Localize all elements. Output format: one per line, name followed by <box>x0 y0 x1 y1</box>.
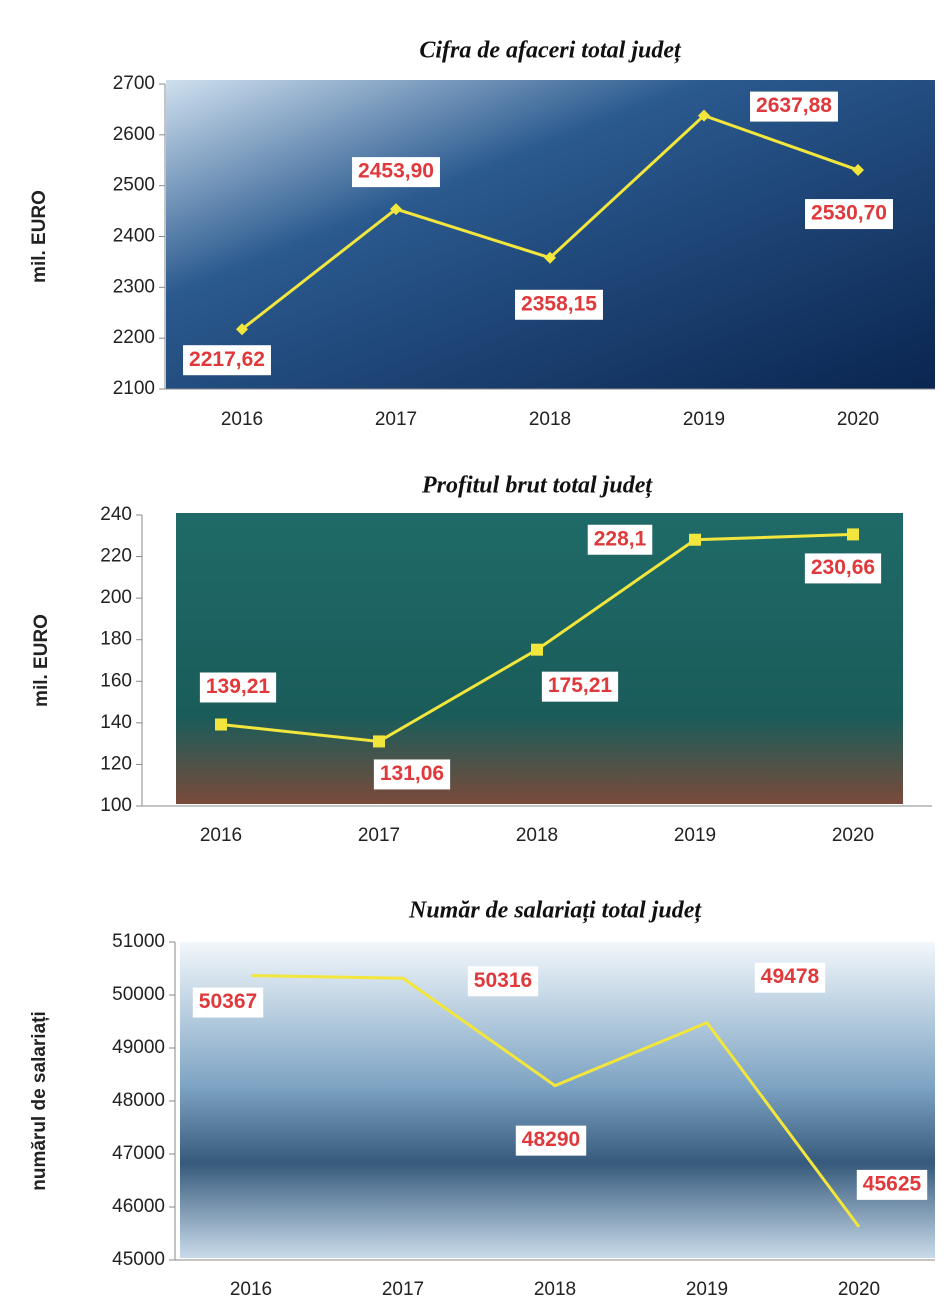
value-label-box <box>754 962 826 993</box>
y-tick-label: 51000 <box>112 931 165 952</box>
chart-title: Profitul brut total județ <box>421 473 653 499</box>
value-label: 228,1 <box>594 527 647 550</box>
y-tick-label: 120 <box>100 753 132 774</box>
y-tick-label: 220 <box>100 546 132 567</box>
value-label-box <box>804 553 882 584</box>
marker <box>544 251 556 264</box>
value-label-box <box>467 966 539 997</box>
x-tick-label: 2019 <box>674 825 716 846</box>
chart-title: Cifra de afaceri total județ <box>419 38 682 64</box>
y-tick-label: 2200 <box>113 327 155 348</box>
value-label-box <box>587 524 653 555</box>
chart-background <box>166 80 935 389</box>
y-tick-label: 180 <box>100 629 132 650</box>
y-axis-label: numărul de salariați <box>29 1011 50 1191</box>
value-label: 2217,62 <box>189 348 265 371</box>
x-tick-label: 2018 <box>534 1279 576 1300</box>
x-tick-label: 2016 <box>230 1279 272 1300</box>
value-label: 45625 <box>863 1172 922 1195</box>
value-label: 48290 <box>522 1128 580 1151</box>
y-tick-label: 2400 <box>113 226 155 247</box>
y-tick-label: 2100 <box>113 378 155 399</box>
x-tick-label: 2017 <box>358 825 400 846</box>
y-tick-label: 100 <box>100 795 132 816</box>
x-tick-label: 2020 <box>837 409 879 430</box>
x-tick-label: 2016 <box>221 409 263 430</box>
marker <box>698 109 710 122</box>
value-label-box <box>805 199 893 230</box>
chart-title: Număr de salariați total județ <box>408 898 702 924</box>
value-label-box <box>192 987 264 1018</box>
x-tick-label: 2018 <box>516 825 558 846</box>
value-label-box <box>856 1169 928 1200</box>
y-tick-label: 47000 <box>112 1143 165 1164</box>
x-tick-label: 2019 <box>683 409 725 430</box>
marker <box>390 203 402 216</box>
value-label: 175,21 <box>548 674 613 697</box>
value-label: 50316 <box>474 969 532 992</box>
x-tick-label: 2020 <box>832 825 874 846</box>
chart-background <box>176 513 903 804</box>
marker <box>531 643 543 656</box>
x-tick-label: 2016 <box>200 825 242 846</box>
chart-background <box>180 942 935 1258</box>
value-label-box <box>199 672 277 703</box>
x-tick-label: 2020 <box>838 1279 880 1300</box>
value-label: 230,66 <box>811 556 875 579</box>
marker <box>689 533 701 546</box>
value-label: 2453,90 <box>358 160 434 183</box>
value-label: 2637,88 <box>756 94 832 117</box>
y-tick-label: 140 <box>100 712 132 733</box>
y-tick-label: 200 <box>100 587 132 608</box>
y-tick-label: 45000 <box>112 1249 165 1270</box>
y-axis-label: mil. EURO <box>29 190 50 283</box>
value-label: 2358,15 <box>521 292 597 315</box>
value-label: 2530,70 <box>811 202 887 225</box>
value-label-box <box>515 289 603 320</box>
x-tick-label: 2017 <box>375 409 417 430</box>
line <box>250 974 861 1228</box>
value-label: 131,06 <box>380 762 444 785</box>
value-label: 139,21 <box>206 675 271 698</box>
value-label: 49478 <box>761 965 820 988</box>
value-label: 50367 <box>199 990 257 1013</box>
x-tick-label: 2017 <box>382 1279 424 1300</box>
marker <box>236 323 248 336</box>
y-tick-label: 2500 <box>113 175 155 196</box>
value-label-box <box>183 345 271 376</box>
y-tick-label: 48000 <box>112 1090 165 1111</box>
y-tick-label: 240 <box>100 504 132 525</box>
y-tick-label: 49000 <box>112 1037 165 1058</box>
y-tick-label: 2600 <box>113 124 155 145</box>
y-axis-label: mil. EURO <box>31 614 52 707</box>
marker <box>852 164 864 177</box>
value-label-box <box>750 91 838 122</box>
marker <box>215 718 227 731</box>
x-tick-label: 2018 <box>529 409 571 430</box>
y-tick-label: 46000 <box>112 1196 165 1217</box>
value-label-box <box>515 1125 587 1156</box>
value-label-box <box>373 759 451 790</box>
x-tick-label: 2019 <box>686 1279 728 1300</box>
marker <box>847 528 859 541</box>
y-tick-label: 160 <box>100 670 132 691</box>
y-tick-label: 50000 <box>112 984 165 1005</box>
marker <box>373 735 385 748</box>
y-tick-label: 2300 <box>113 276 155 297</box>
y-tick-label: 2700 <box>113 73 155 94</box>
value-label-box <box>541 671 619 702</box>
value-label-box <box>352 157 440 188</box>
